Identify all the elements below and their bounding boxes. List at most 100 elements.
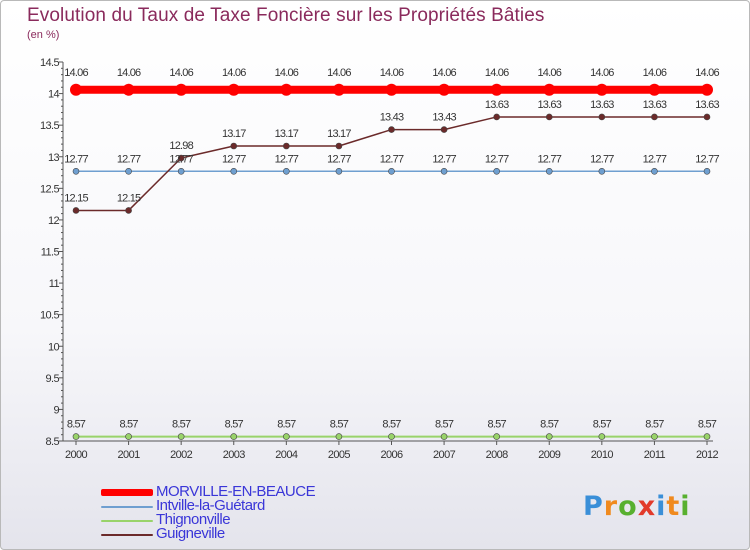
data-point-guigneville: [440, 126, 448, 133]
data-label-thignonville: 8.57: [172, 419, 191, 431]
data-point-guigneville: [230, 142, 238, 150]
x-tick-label: 2005: [328, 449, 351, 461]
x-tick-label: 2011: [644, 449, 666, 461]
data-point-guigneville: [177, 154, 185, 162]
y-tick-label: 13.5: [40, 120, 59, 132]
data-point-guigneville: [493, 113, 500, 121]
data-label-intville: 12.77: [485, 153, 509, 165]
data-point-guigneville: [651, 113, 658, 121]
data-point-guigneville: [283, 142, 290, 150]
data-point-intville: [545, 167, 553, 175]
data-point-guigneville: [335, 142, 343, 150]
data-label-guigneville: 13.63: [537, 99, 561, 111]
data-point-morville: [701, 83, 713, 96]
y-tick-label: 12.5: [40, 183, 59, 195]
data-point-thignonville: [493, 433, 500, 440]
x-tick-label: 2004: [275, 449, 298, 461]
data-label-thignonville: 8.57: [382, 419, 401, 431]
x-tick-label: 2003: [223, 449, 246, 461]
data-label-guigneville: 13.17: [327, 128, 351, 140]
y-tick-label: 11.5: [41, 247, 60, 259]
data-label-intville: 12.77: [590, 153, 614, 165]
legend-swatch: [101, 506, 153, 508]
data-point-intville: [177, 167, 185, 175]
data-label-thignonville: 8.57: [119, 419, 138, 431]
logo-letter: x: [637, 491, 657, 522]
logo-letter: o: [618, 491, 638, 522]
data-point-intville: [651, 167, 658, 175]
data-label-guigneville: 12.15: [64, 192, 88, 204]
chart-title: Evolution du Taux de Taxe Foncière sur l…: [27, 5, 545, 26]
y-tick-label: 14.5: [40, 57, 59, 69]
line-chart: 8.5 9 9.5 10 10.5 11 11.5 12 12.5 13 13.5 14 14.5 200…: [40, 57, 720, 461]
data-point-thignonville: [703, 433, 711, 440]
data-point-morville: [385, 83, 398, 96]
data-label-thignonville: 8.57: [435, 419, 454, 431]
data-point-morville: [70, 83, 82, 96]
x-tick-label: 2012: [696, 449, 719, 461]
data-label-intville: 12.77: [380, 153, 404, 165]
data-point-intville: [598, 167, 606, 175]
data-label-morville: 14.06: [695, 67, 719, 79]
data-label-intville: 12.77: [117, 153, 141, 165]
data-label-thignonville: 8.57: [277, 419, 296, 431]
y-tick-label: 13: [48, 152, 60, 164]
data-point-thignonville: [125, 433, 132, 440]
data-point-guigneville: [388, 126, 395, 133]
y-tick-label: 9.5: [46, 373, 60, 385]
data-label-thignonville: 8.57: [488, 419, 507, 431]
x-tick-label: 2007: [433, 449, 456, 461]
legend-label: MORVILLE-EN-BEAUCE: [156, 483, 316, 500]
data-label-guigneville: 13.17: [275, 128, 299, 140]
data-label-thignonville: 8.57: [330, 419, 349, 431]
data-label-thignonville: 8.57: [225, 419, 244, 431]
data-label-thignonville: 8.57: [645, 419, 664, 431]
data-point-intville: [283, 167, 290, 175]
data-label-guigneville: 13.63: [695, 99, 719, 111]
data-label-thignonville: 8.57: [67, 419, 86, 431]
data-label-morville: 14.06: [432, 67, 456, 79]
data-point-thignonville: [335, 433, 343, 440]
logo-letter: t: [666, 491, 681, 522]
data-label-guigneville: 12.98: [169, 140, 193, 152]
chart-axes: 8.5 9 9.5 10 10.5 11 11.5 12 12.5 13 13.5 14 14.5 200…: [40, 57, 719, 461]
data-label-thignonville: 8.57: [593, 419, 612, 431]
data-label-intville: 12.77: [432, 153, 456, 165]
data-label-morville: 14.06: [169, 67, 193, 79]
data-point-morville: [543, 83, 556, 96]
x-tick-label: 2009: [538, 449, 561, 461]
proxiti-logo: Proxiti: [583, 491, 691, 522]
data-point-thignonville: [651, 433, 658, 440]
legend-swatch: [101, 520, 153, 522]
data-point-thignonville: [283, 433, 290, 440]
data-point-morville: [175, 83, 188, 96]
data-point-morville: [438, 83, 451, 96]
logo-letter: P: [583, 491, 604, 522]
data-point-thignonville: [440, 433, 448, 440]
data-point-thignonville: [177, 433, 185, 440]
data-label-morville: 14.06: [643, 67, 667, 79]
data-label-morville: 14.06: [590, 67, 614, 79]
data-label-guigneville: 13.63: [643, 99, 667, 111]
chart-series-lines: [70, 83, 713, 440]
data-label-morville: 14.06: [537, 67, 561, 79]
x-tick-label: 2006: [380, 449, 403, 461]
data-label-thignonville: 8.57: [540, 419, 559, 431]
y-tick-label: 10.5: [40, 310, 59, 322]
chart-unit-label: (en %): [27, 29, 60, 41]
data-label-guigneville: 13.43: [380, 112, 404, 124]
legend-label: Intville-la-Guétard: [156, 497, 265, 514]
data-label-guigneville: 13.17: [222, 128, 246, 140]
data-label-morville: 14.06: [222, 67, 246, 79]
legend-swatch: [101, 489, 153, 496]
data-label-guigneville: 13.43: [432, 112, 456, 124]
data-label-morville: 14.06: [380, 67, 404, 79]
data-label-morville: 14.06: [327, 67, 351, 79]
data-label-morville: 14.06: [275, 67, 299, 79]
legend-swatch: [101, 534, 153, 536]
data-point-morville: [227, 83, 240, 96]
data-point-thignonville: [230, 433, 238, 440]
data-label-intville: 12.77: [169, 153, 193, 165]
logo-letter: i: [656, 491, 667, 522]
